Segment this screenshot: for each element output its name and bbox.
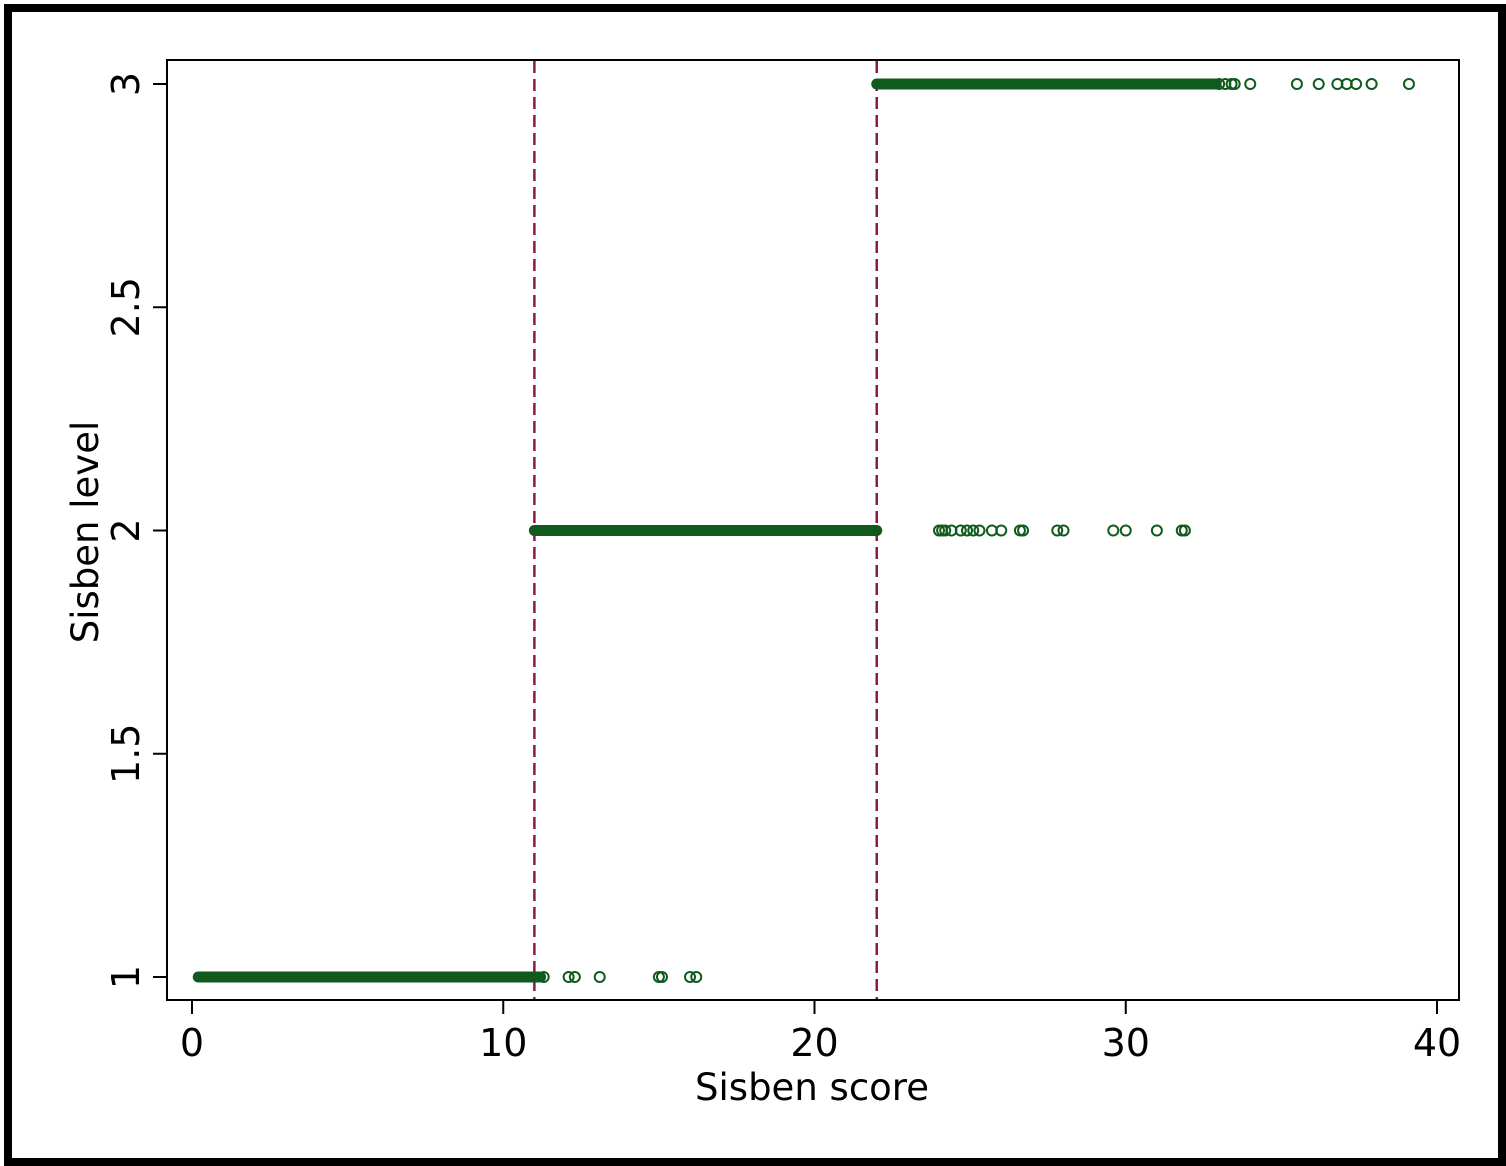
data-point (1213, 78, 1226, 90)
x-tick-label: 40 (1413, 1021, 1461, 1065)
data-point (939, 524, 952, 537)
y-axis-ticks: 1 1.5 2 2.5 3 (104, 72, 167, 989)
chart-frame: 0 10 20 30 40 1 1.5 2 2.5 3 Sisben score Sisben … (4, 4, 1506, 1166)
data-point (690, 971, 703, 983)
data-point (1244, 78, 1257, 90)
data-point (562, 971, 575, 983)
data-point (655, 971, 668, 983)
y-tick-label: 2.5 (104, 277, 148, 337)
data-point (1119, 524, 1132, 537)
data-point (537, 971, 550, 983)
data-point (1017, 524, 1030, 537)
data-point (1107, 524, 1120, 537)
data-point (1228, 78, 1241, 90)
x-tick-label: 20 (790, 1021, 838, 1065)
data-point (954, 524, 967, 537)
x-axis-ticks: 0 10 20 30 40 (180, 1000, 1461, 1065)
data-point (973, 524, 986, 537)
x-tick-label: 30 (1102, 1021, 1150, 1065)
data-point (1290, 78, 1303, 90)
data-point (1312, 78, 1325, 90)
data-point (995, 524, 1008, 537)
y-tick-label: 1 (104, 965, 148, 989)
data-point (1178, 524, 1191, 537)
data-point (1350, 78, 1363, 90)
data-point (961, 524, 974, 537)
y-tick-label: 2 (104, 518, 148, 542)
data-point (1365, 78, 1378, 90)
x-tick-label: 10 (479, 1021, 527, 1065)
y-tick-label: 3 (104, 72, 148, 96)
data-point (1057, 524, 1070, 537)
data-point (1051, 524, 1064, 537)
scatter-chart: 0 10 20 30 40 1 1.5 2 2.5 3 Sisben score Sisben … (64, 59, 1461, 1109)
y-tick-label: 1.5 (104, 724, 148, 784)
x-tick-label: 0 (180, 1021, 204, 1065)
data-point (1150, 524, 1163, 537)
data-point (1402, 78, 1415, 90)
y-axis-title: Sisben level (64, 421, 107, 644)
x-axis-title: Sisben score (695, 1066, 929, 1109)
data-point (967, 524, 980, 537)
data-point (568, 971, 581, 983)
data-point (593, 971, 606, 983)
data-point (684, 971, 696, 983)
data-points (192, 78, 1415, 983)
